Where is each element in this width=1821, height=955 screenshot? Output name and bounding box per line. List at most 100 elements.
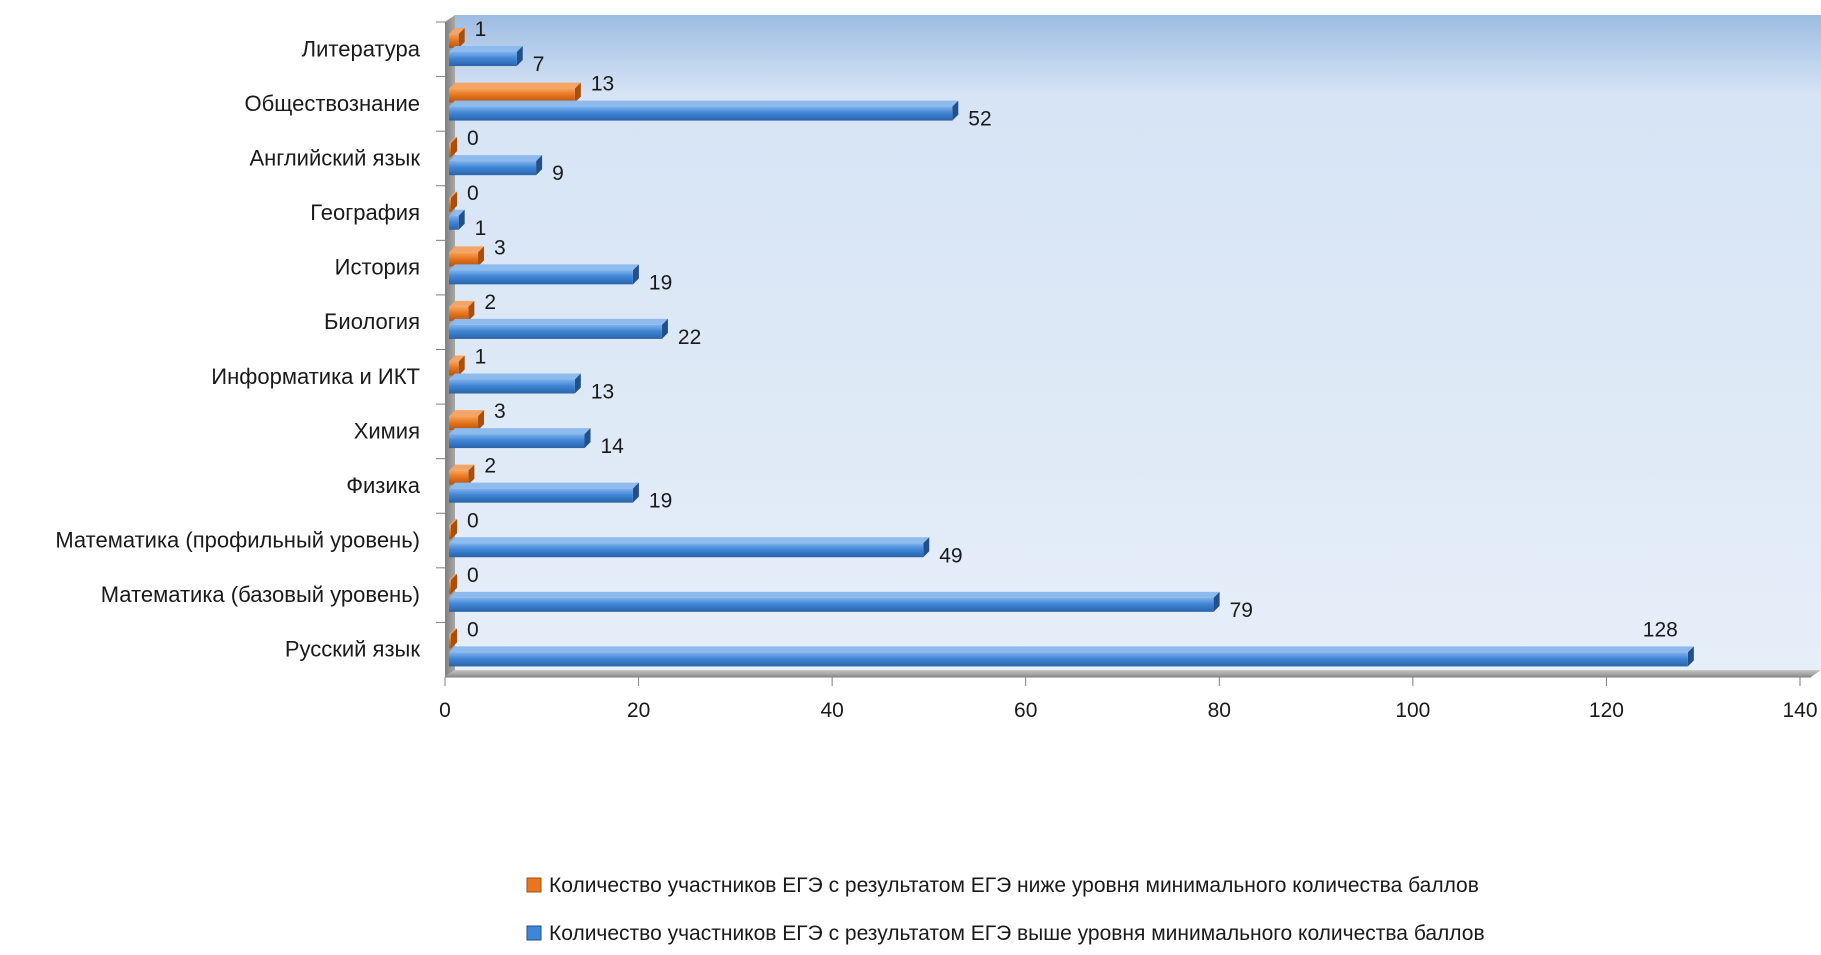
bar-end-face [632, 264, 639, 285]
data-label: 9 [552, 162, 564, 185]
bar-top-face [449, 410, 485, 417]
bar-front-face [449, 434, 585, 449]
bar-front-face [449, 652, 1688, 667]
bar-front-face [449, 379, 575, 394]
data-label: 1 [475, 18, 487, 41]
bar-front-face [449, 52, 517, 66]
bar-front-face [449, 215, 459, 230]
bar-end-face [451, 573, 457, 594]
data-label: 3 [494, 400, 506, 423]
bar [449, 628, 457, 649]
data-label: 22 [678, 326, 701, 349]
bar-top-face [449, 209, 465, 216]
bar [449, 209, 465, 230]
bar [449, 46, 523, 66]
bar-front-face [449, 597, 1214, 612]
bar [449, 300, 475, 321]
category-label: Литература [302, 36, 421, 61]
bar [449, 537, 930, 558]
data-label: 0 [467, 509, 479, 532]
data-label: 13 [591, 381, 614, 404]
plot-left-wall [445, 15, 455, 677]
category-label: Химия [354, 418, 420, 443]
bar-top-face [449, 591, 1220, 598]
bar-end-face [536, 155, 543, 176]
x-tick-label: 0 [439, 699, 451, 722]
category-label: Физика [346, 473, 420, 498]
category-label: Математика (базовый уровень) [101, 582, 420, 607]
legend-label: Количество участников ЕГЭ с результатом … [549, 922, 1485, 945]
category-labels: Русский язык Математика (базовый уровень)… [55, 36, 420, 661]
bar-front-face [449, 470, 469, 485]
bar-top-face [449, 264, 639, 271]
bar-top-face [449, 628, 457, 635]
x-tick-label: 120 [1589, 699, 1624, 722]
bar [449, 464, 475, 485]
bar-end-face [478, 246, 485, 267]
bar-end-face [468, 464, 475, 485]
bar-top-face [449, 519, 457, 526]
bar-top-face [449, 355, 465, 362]
category-label: Английский язык [249, 145, 420, 170]
bar-front-face [449, 525, 451, 540]
bar [449, 482, 639, 503]
bar-top-face [449, 482, 639, 489]
legend-swatch [526, 877, 542, 893]
bar-top-face [449, 428, 591, 435]
bar [449, 519, 457, 540]
x-tick-label: 100 [1395, 699, 1430, 722]
bar-end-face [574, 82, 581, 103]
bar-end-face [458, 28, 465, 48]
bar [449, 246, 485, 267]
bar-top-face [449, 100, 959, 107]
bar-front-face [449, 270, 633, 285]
bar-end-face [1687, 646, 1694, 667]
bar-front-face [449, 306, 469, 321]
bar [449, 191, 457, 212]
bar-top-face [449, 464, 475, 471]
bar [449, 82, 581, 103]
bar-end-face [451, 137, 457, 158]
bar [449, 428, 591, 449]
bar-top-face [449, 573, 457, 580]
data-label: 128 [1643, 618, 1678, 641]
bar [449, 318, 668, 339]
data-label: 0 [467, 182, 479, 205]
bar-end-face [451, 519, 457, 540]
category-label: Информатика и ИКТ [211, 364, 420, 389]
bar-front-face [449, 161, 537, 176]
bar [449, 573, 457, 594]
legend-item: Количество участников ЕГЭ с результатом … [526, 874, 1479, 897]
bar-top-face [449, 46, 523, 52]
bar-end-face [584, 428, 591, 449]
category-label: География [310, 200, 420, 225]
category-label: Обществознание [245, 91, 420, 116]
bar-front-face [449, 416, 479, 431]
data-label: 7 [533, 53, 545, 76]
bar-top-face [449, 300, 475, 307]
bar-top-face [449, 646, 1694, 653]
legend-swatch [526, 925, 542, 941]
data-label: 3 [494, 236, 506, 259]
data-label: 0 [467, 618, 479, 641]
bar-front-face [449, 361, 459, 376]
bar-front-face [449, 488, 633, 503]
bar-top-face [449, 318, 668, 325]
bar-end-face [574, 373, 581, 394]
x-tick-label: 80 [1208, 699, 1231, 722]
bar-end-face [451, 628, 457, 649]
legend-label: Количество участников ЕГЭ с результатом … [549, 874, 1479, 897]
bar [449, 355, 465, 376]
bar-end-face [468, 300, 475, 321]
bar-end-face [451, 191, 457, 212]
bar-end-face [632, 482, 639, 503]
data-label: 14 [601, 435, 625, 458]
bar-top-face [449, 28, 465, 34]
bar [449, 646, 1694, 667]
category-label: Биология [324, 309, 420, 334]
data-label: 49 [939, 544, 962, 567]
bar-front-face [449, 634, 451, 649]
bar-front-face [449, 324, 662, 339]
bar-end-face [661, 318, 668, 339]
